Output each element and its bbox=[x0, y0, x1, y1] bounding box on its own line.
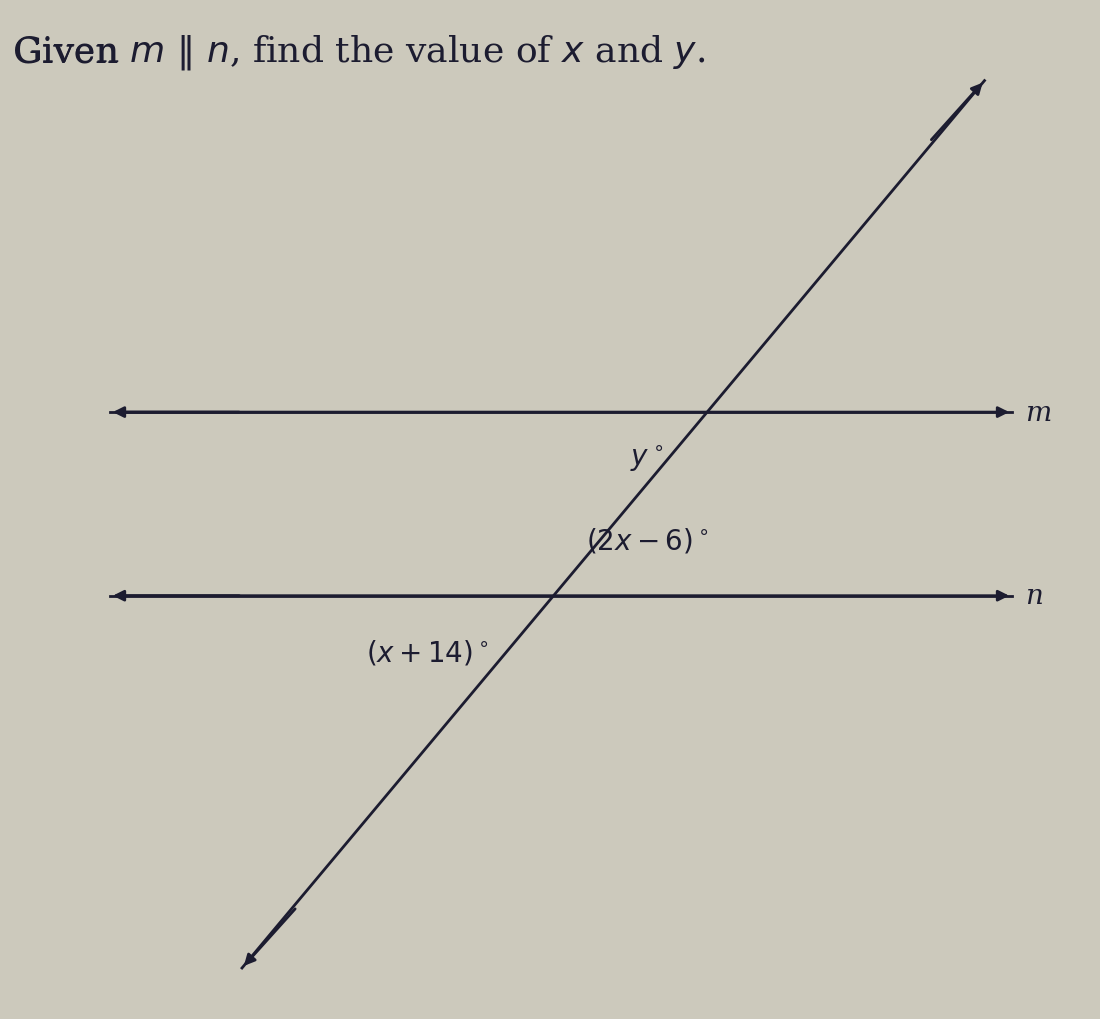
Text: Given $m$ $\|$ $n$, find the value of $x$ and $y$.: Given $m$ $\|$ $n$, find the value of $x… bbox=[13, 33, 706, 71]
Text: n: n bbox=[1025, 583, 1043, 609]
Text: $y^\circ$: $y^\circ$ bbox=[630, 443, 663, 474]
Text: m: m bbox=[1025, 399, 1052, 426]
Text: $(x+14)^\circ$: $(x+14)^\circ$ bbox=[365, 638, 488, 666]
Text: Given: Given bbox=[13, 36, 130, 69]
Text: $(2x-6)^\circ$: $(2x-6)^\circ$ bbox=[585, 526, 708, 554]
